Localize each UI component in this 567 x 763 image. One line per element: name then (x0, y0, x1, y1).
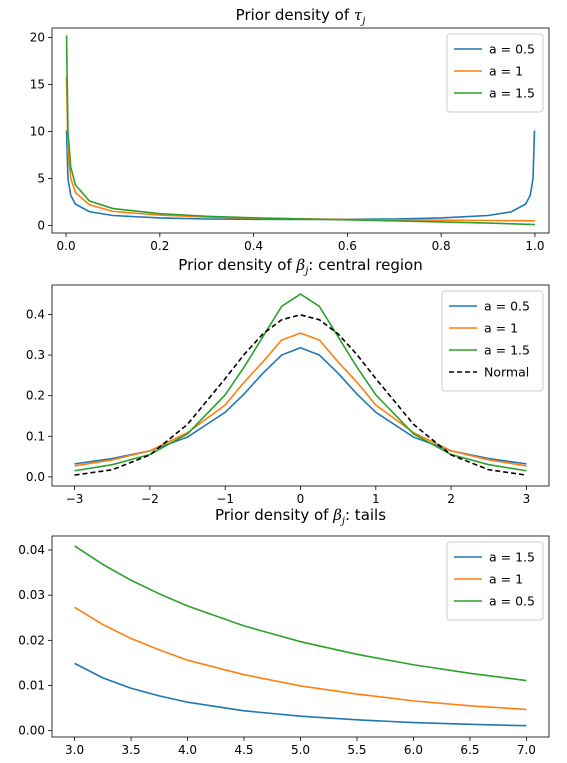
x-tick-label: 0.8 (432, 239, 451, 253)
chart-title-subscript: j (360, 16, 365, 27)
legend-label: a = 0.5 (489, 594, 535, 609)
y-tick-label: 15 (30, 77, 45, 91)
x-tick-label: −3 (66, 492, 84, 506)
y-tick-label: 0.1 (26, 429, 45, 443)
chart-title: Prior density of βj: tails (215, 506, 386, 527)
legend-label: Normal (484, 365, 529, 380)
chart-1: Prior density of τj 0.0 0.2 0.4 0.6 0.8 1.0 0 5 1… (30, 6, 550, 253)
legend-label: a = 1 (489, 64, 523, 79)
chart-title-prefix: Prior density of (236, 6, 354, 24)
legend: a = 1.5 a = 1 a = 0.5 (446, 541, 544, 621)
y-tick-label: 20 (30, 30, 45, 44)
legend-label: a = 1.5 (484, 343, 530, 358)
series-line-4 (74, 314, 527, 476)
x-tick-label: 0.2 (150, 239, 169, 253)
chart-title-variable: β (296, 256, 306, 274)
chart-title-variable: τ (354, 6, 363, 24)
x-tick-label: 2 (447, 492, 455, 506)
axes-frame (51, 27, 550, 234)
chart-title-subscript: j (303, 266, 308, 277)
legend-label: a = 0.5 (489, 42, 535, 57)
chart-title-subscript: j (340, 516, 345, 527)
x-tick-label: 1 (372, 492, 380, 506)
y-tick-label: 0.03 (18, 588, 45, 602)
y-tick-label: 0.3 (26, 348, 45, 362)
y-tick-label: 0.00 (18, 724, 45, 738)
x-tick-label: 4.5 (234, 743, 253, 757)
legend: a = 0.5 a = 1 a = 1.5 Normal (441, 290, 544, 392)
series-line-1 (65, 130, 536, 221)
chart-3: Prior density of βj: tails 3.0 3.5 4.0 4.5 5.… (18, 506, 550, 757)
chart-title-suffix: : central region (308, 256, 422, 274)
chart-title-suffix: : tails (345, 506, 386, 524)
x-tick-label: 0.6 (338, 239, 357, 253)
chart-title-prefix: Prior density of (215, 506, 333, 524)
series-line-1 (74, 662, 527, 727)
x-tick-label: 0.0 (57, 239, 76, 253)
chart-2: Prior density of βj: central region −3 −2 −… (26, 256, 550, 506)
x-tick-label: 5.0 (291, 743, 310, 757)
y-tick-label: 10 (30, 124, 45, 138)
x-tick-label: −2 (141, 492, 159, 506)
x-tick-label: 0 (297, 492, 305, 506)
series-line-2 (74, 606, 527, 711)
series-line-3 (74, 545, 527, 682)
x-tick-label: 6.0 (404, 743, 423, 757)
series-line-2 (65, 76, 535, 222)
legend-box (441, 290, 544, 392)
y-tick-label: 0.2 (26, 389, 45, 403)
series-line-1 (74, 346, 527, 465)
x-tick-label: 6.5 (460, 743, 479, 757)
series-line-2 (74, 332, 527, 467)
chart-title: Prior density of τj (236, 6, 366, 27)
chart-title-variable: β (332, 506, 342, 524)
legend-label: a = 0.5 (484, 299, 530, 314)
x-tick-label: 3 (523, 492, 531, 506)
x-tick-label: 0.4 (244, 239, 263, 253)
chart-title: Prior density of βj: central region (178, 256, 422, 277)
x-tick-label: 3.0 (65, 743, 84, 757)
x-tick-label: 3.5 (122, 743, 141, 757)
x-tick-label: 7.0 (517, 743, 536, 757)
series-line-3 (74, 293, 527, 472)
y-tick-label: 0.4 (26, 307, 45, 321)
y-tick-label: 0.04 (18, 543, 45, 557)
series-line-3 (65, 35, 535, 226)
y-tick-label: 0 (37, 218, 45, 232)
legend-label: a = 1 (489, 572, 523, 587)
legend-label: a = 1.5 (489, 86, 535, 101)
x-tick-label: 5.5 (347, 743, 366, 757)
y-tick-label: 0.01 (18, 679, 45, 693)
chart-title-prefix: Prior density of (178, 256, 296, 274)
x-tick-label: 4.0 (178, 743, 197, 757)
x-tick-label: −1 (216, 492, 234, 506)
legend-label: a = 1 (484, 321, 518, 336)
legend: a = 0.5 a = 1 a = 1.5 (446, 33, 544, 113)
legend-label: a = 1.5 (489, 550, 535, 565)
y-tick-label: 5 (37, 171, 45, 185)
y-tick-label: 0.02 (18, 633, 45, 647)
y-tick-label: 0.0 (26, 470, 45, 484)
x-tick-label: 1.0 (525, 239, 544, 253)
